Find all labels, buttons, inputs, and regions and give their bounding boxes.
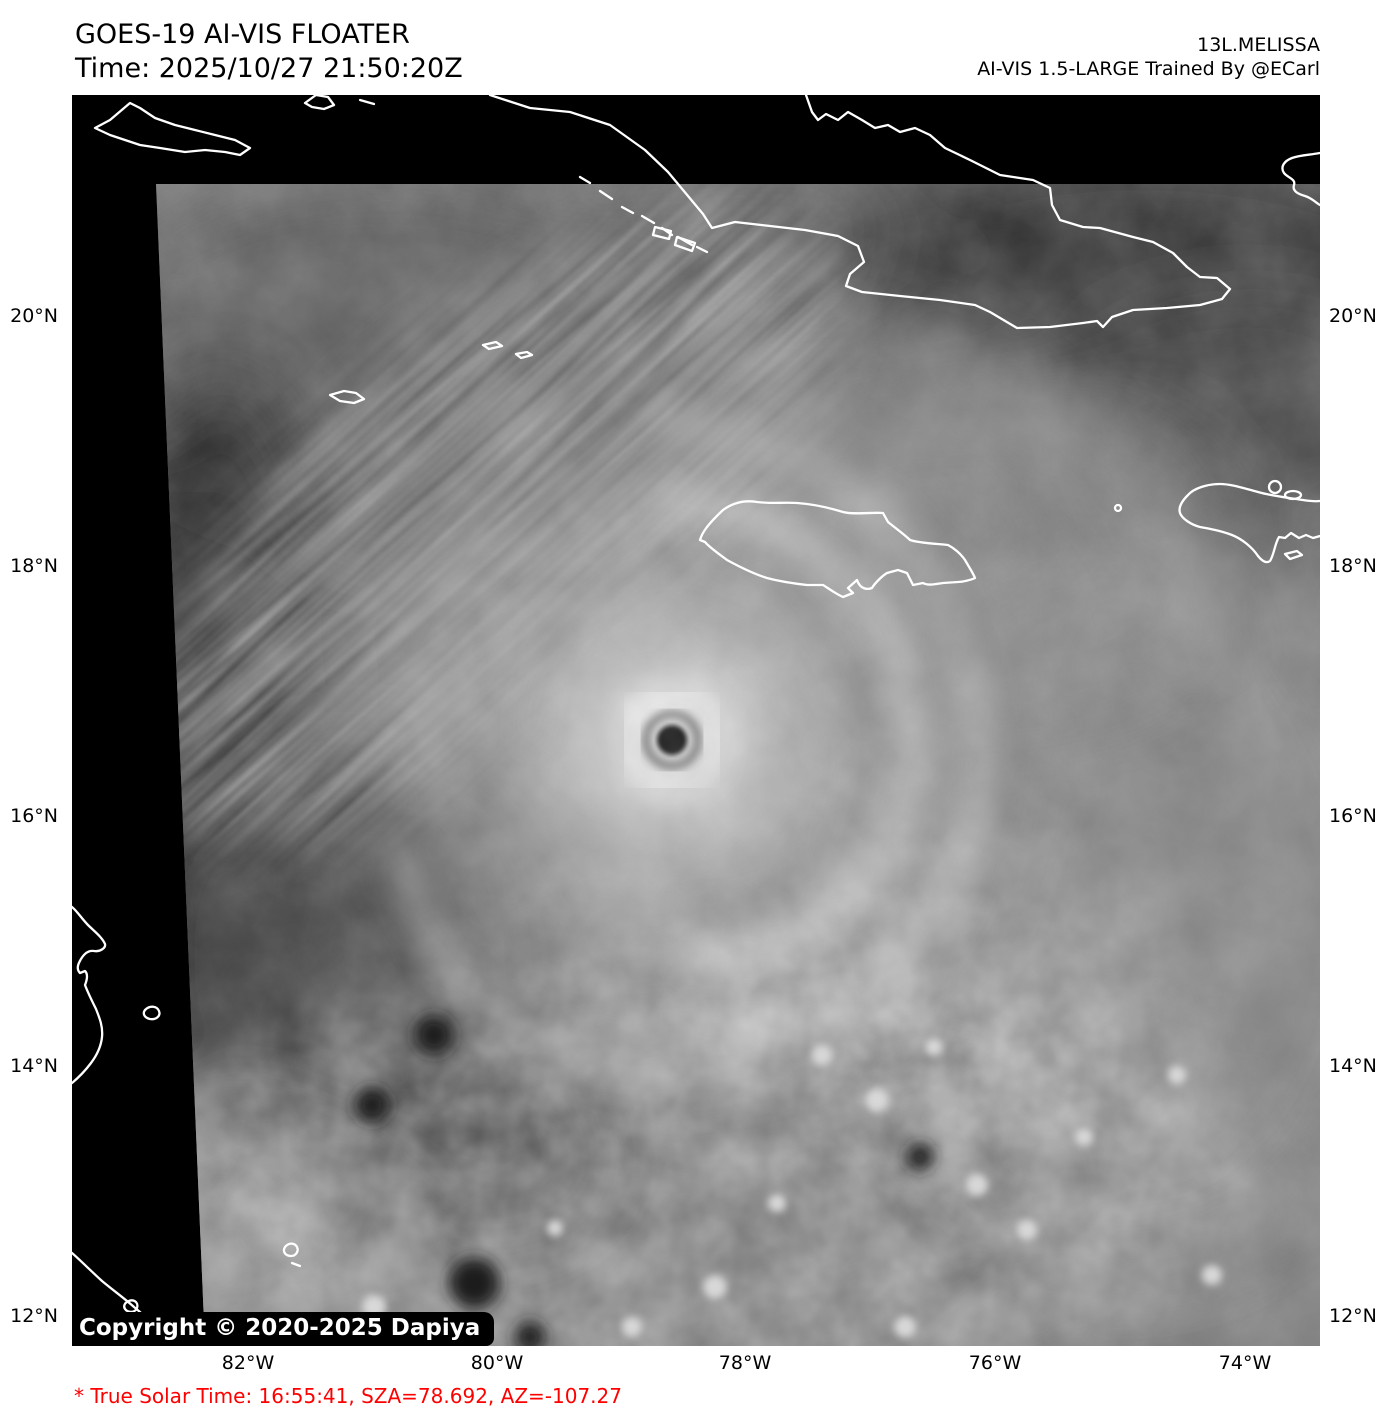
- satellite-image: [72, 95, 1320, 1346]
- storm-id: 13L.MELISSA: [1197, 34, 1320, 56]
- lon-tick-76w: 76°W: [968, 1352, 1022, 1374]
- solar-time-note: * True Solar Time: 16:55:41, SZA=78.692,…: [74, 1384, 622, 1408]
- coastlines-overlay: [72, 95, 1320, 1346]
- lat-tick-left-20n: 20°N: [10, 305, 58, 327]
- lat-tick-right-12n: 12°N: [1329, 1305, 1377, 1327]
- lat-tick-right-16n: 16°N: [1329, 805, 1377, 827]
- lat-tick-left-14n: 14°N: [10, 1055, 58, 1077]
- lat-tick-right-18n: 18°N: [1329, 555, 1377, 577]
- lat-tick-right-14n: 14°N: [1329, 1055, 1377, 1077]
- isle-of-youth: [93, 101, 252, 157]
- credits-block: 13L.MELISSA AI-VIS 1.5-LARGE Trained By …: [977, 33, 1320, 81]
- product-timestamp: Time: 2025/10/27 21:50:20Z: [75, 53, 463, 84]
- great-inagua: [1281, 151, 1320, 207]
- cumulus-cells: [362, 1038, 1222, 1338]
- lon-tick-74w: 74°W: [1218, 1352, 1272, 1374]
- title-block: GOES-19 AI-VIS FLOATER Time: 2025/10/27 …: [75, 18, 463, 86]
- lon-tick-78w: 78°W: [718, 1352, 772, 1374]
- jamaica-coastline: [698, 500, 977, 599]
- satellite-map: Copyright © 2020-2025 Dapiya: [72, 95, 1320, 1346]
- navassa-island: [1113, 503, 1123, 513]
- model-credit: AI-VIS 1.5-LARGE Trained By @ECarl: [977, 58, 1320, 80]
- providencia-island: [282, 1242, 302, 1268]
- lon-tick-82w: 82°W: [221, 1352, 275, 1374]
- lat-tick-right-20n: 20°N: [1329, 305, 1377, 327]
- central-america-coast: [72, 905, 107, 1085]
- product-title: GOES-19 AI-VIS FLOATER: [75, 19, 410, 50]
- grand-cayman: [328, 389, 366, 405]
- cuba-coastline: [488, 95, 1232, 330]
- lon-tick-80w: 80°W: [470, 1352, 524, 1374]
- lat-tick-left-16n: 16°N: [10, 805, 58, 827]
- haiti-coastline: [1178, 482, 1320, 564]
- copyright-badge: Copyright © 2020-2025 Dapiya: [72, 1312, 495, 1346]
- lat-tick-left-18n: 18°N: [10, 555, 58, 577]
- lat-tick-left-12n: 12°N: [10, 1305, 58, 1327]
- satellite-data-region: [156, 184, 1320, 1346]
